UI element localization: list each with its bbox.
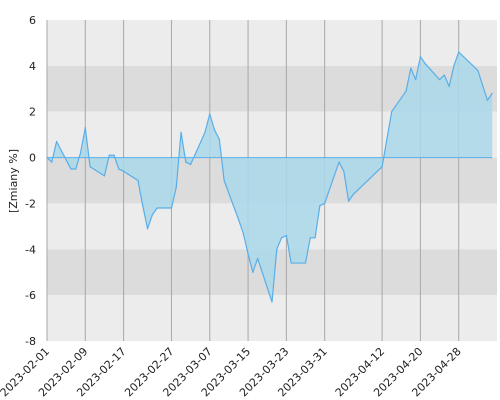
data-point [156, 207, 158, 209]
data-point [410, 67, 412, 69]
data-point [309, 237, 311, 239]
data-point [70, 168, 72, 170]
data-point [84, 127, 86, 129]
y-axis-ticks: 6 4 2 0 -2 -4 -6 -8 [25, 14, 36, 348]
grid-band [47, 20, 497, 66]
data-point [204, 131, 206, 133]
data-point [180, 131, 182, 133]
data-point [247, 253, 249, 255]
y-tick-label: -4 [25, 243, 36, 256]
data-point [477, 69, 479, 72]
data-point [343, 170, 345, 172]
data-point [280, 237, 283, 239]
data-point [271, 301, 273, 303]
data-point [304, 262, 307, 264]
data-point [438, 79, 441, 81]
data-point [386, 138, 388, 140]
y-tick-label: 2 [29, 106, 36, 119]
data-point [151, 214, 153, 216]
data-point [122, 170, 125, 172]
data-point [108, 154, 110, 156]
data-point [415, 79, 417, 81]
data-point [209, 113, 211, 115]
series-layer [46, 51, 493, 303]
data-point [170, 207, 173, 209]
data-point [242, 232, 244, 234]
data-point [79, 152, 82, 154]
data-point [137, 179, 139, 182]
data-point [46, 156, 48, 159]
data-point [376, 170, 378, 172]
data-point [391, 111, 393, 113]
data-point [223, 179, 225, 182]
data-point [324, 202, 326, 205]
y-tick-label: 0 [29, 152, 36, 165]
y-tick-label: -8 [25, 335, 36, 348]
data-point [443, 74, 445, 76]
data-point [185, 161, 187, 163]
data-point [103, 175, 106, 177]
data-point [89, 166, 91, 168]
data-point [290, 262, 292, 264]
data-point [175, 186, 177, 188]
data-point [118, 168, 120, 170]
data-point [314, 237, 316, 239]
data-point [381, 166, 383, 168]
data-point [142, 205, 144, 207]
data-point [55, 140, 58, 143]
grid-band [47, 295, 497, 341]
y-tick-label: 4 [29, 60, 36, 73]
data-point [419, 56, 422, 58]
data-point [113, 154, 115, 156]
data-point [213, 129, 216, 131]
y-axis-label: [Zmiany %] [7, 149, 20, 213]
data-point [453, 65, 455, 67]
data-point [252, 271, 254, 273]
data-point [190, 163, 192, 166]
data-point [257, 257, 259, 260]
data-point [347, 200, 350, 202]
data-point [218, 138, 220, 140]
data-point [486, 99, 489, 101]
data-point [319, 205, 321, 207]
data-point [338, 161, 340, 163]
y-tick-label: 6 [29, 14, 36, 27]
data-point [146, 228, 149, 230]
data-point [405, 90, 407, 92]
y-tick-label: -2 [25, 197, 36, 210]
data-point [458, 51, 460, 53]
data-point [352, 193, 354, 195]
data-point [491, 92, 493, 94]
data-point [448, 85, 450, 88]
series-area [47, 52, 493, 303]
data-point [285, 234, 287, 237]
data-point [424, 62, 426, 65]
data-point [75, 168, 77, 170]
data-point [276, 248, 278, 250]
x-axis-ticks: 2023-02-012023-02-092023-02-172023-02-27… [0, 345, 464, 399]
y-tick-label: -6 [25, 289, 36, 302]
data-point [237, 218, 240, 221]
data-point [51, 161, 53, 163]
series-line [46, 51, 493, 303]
